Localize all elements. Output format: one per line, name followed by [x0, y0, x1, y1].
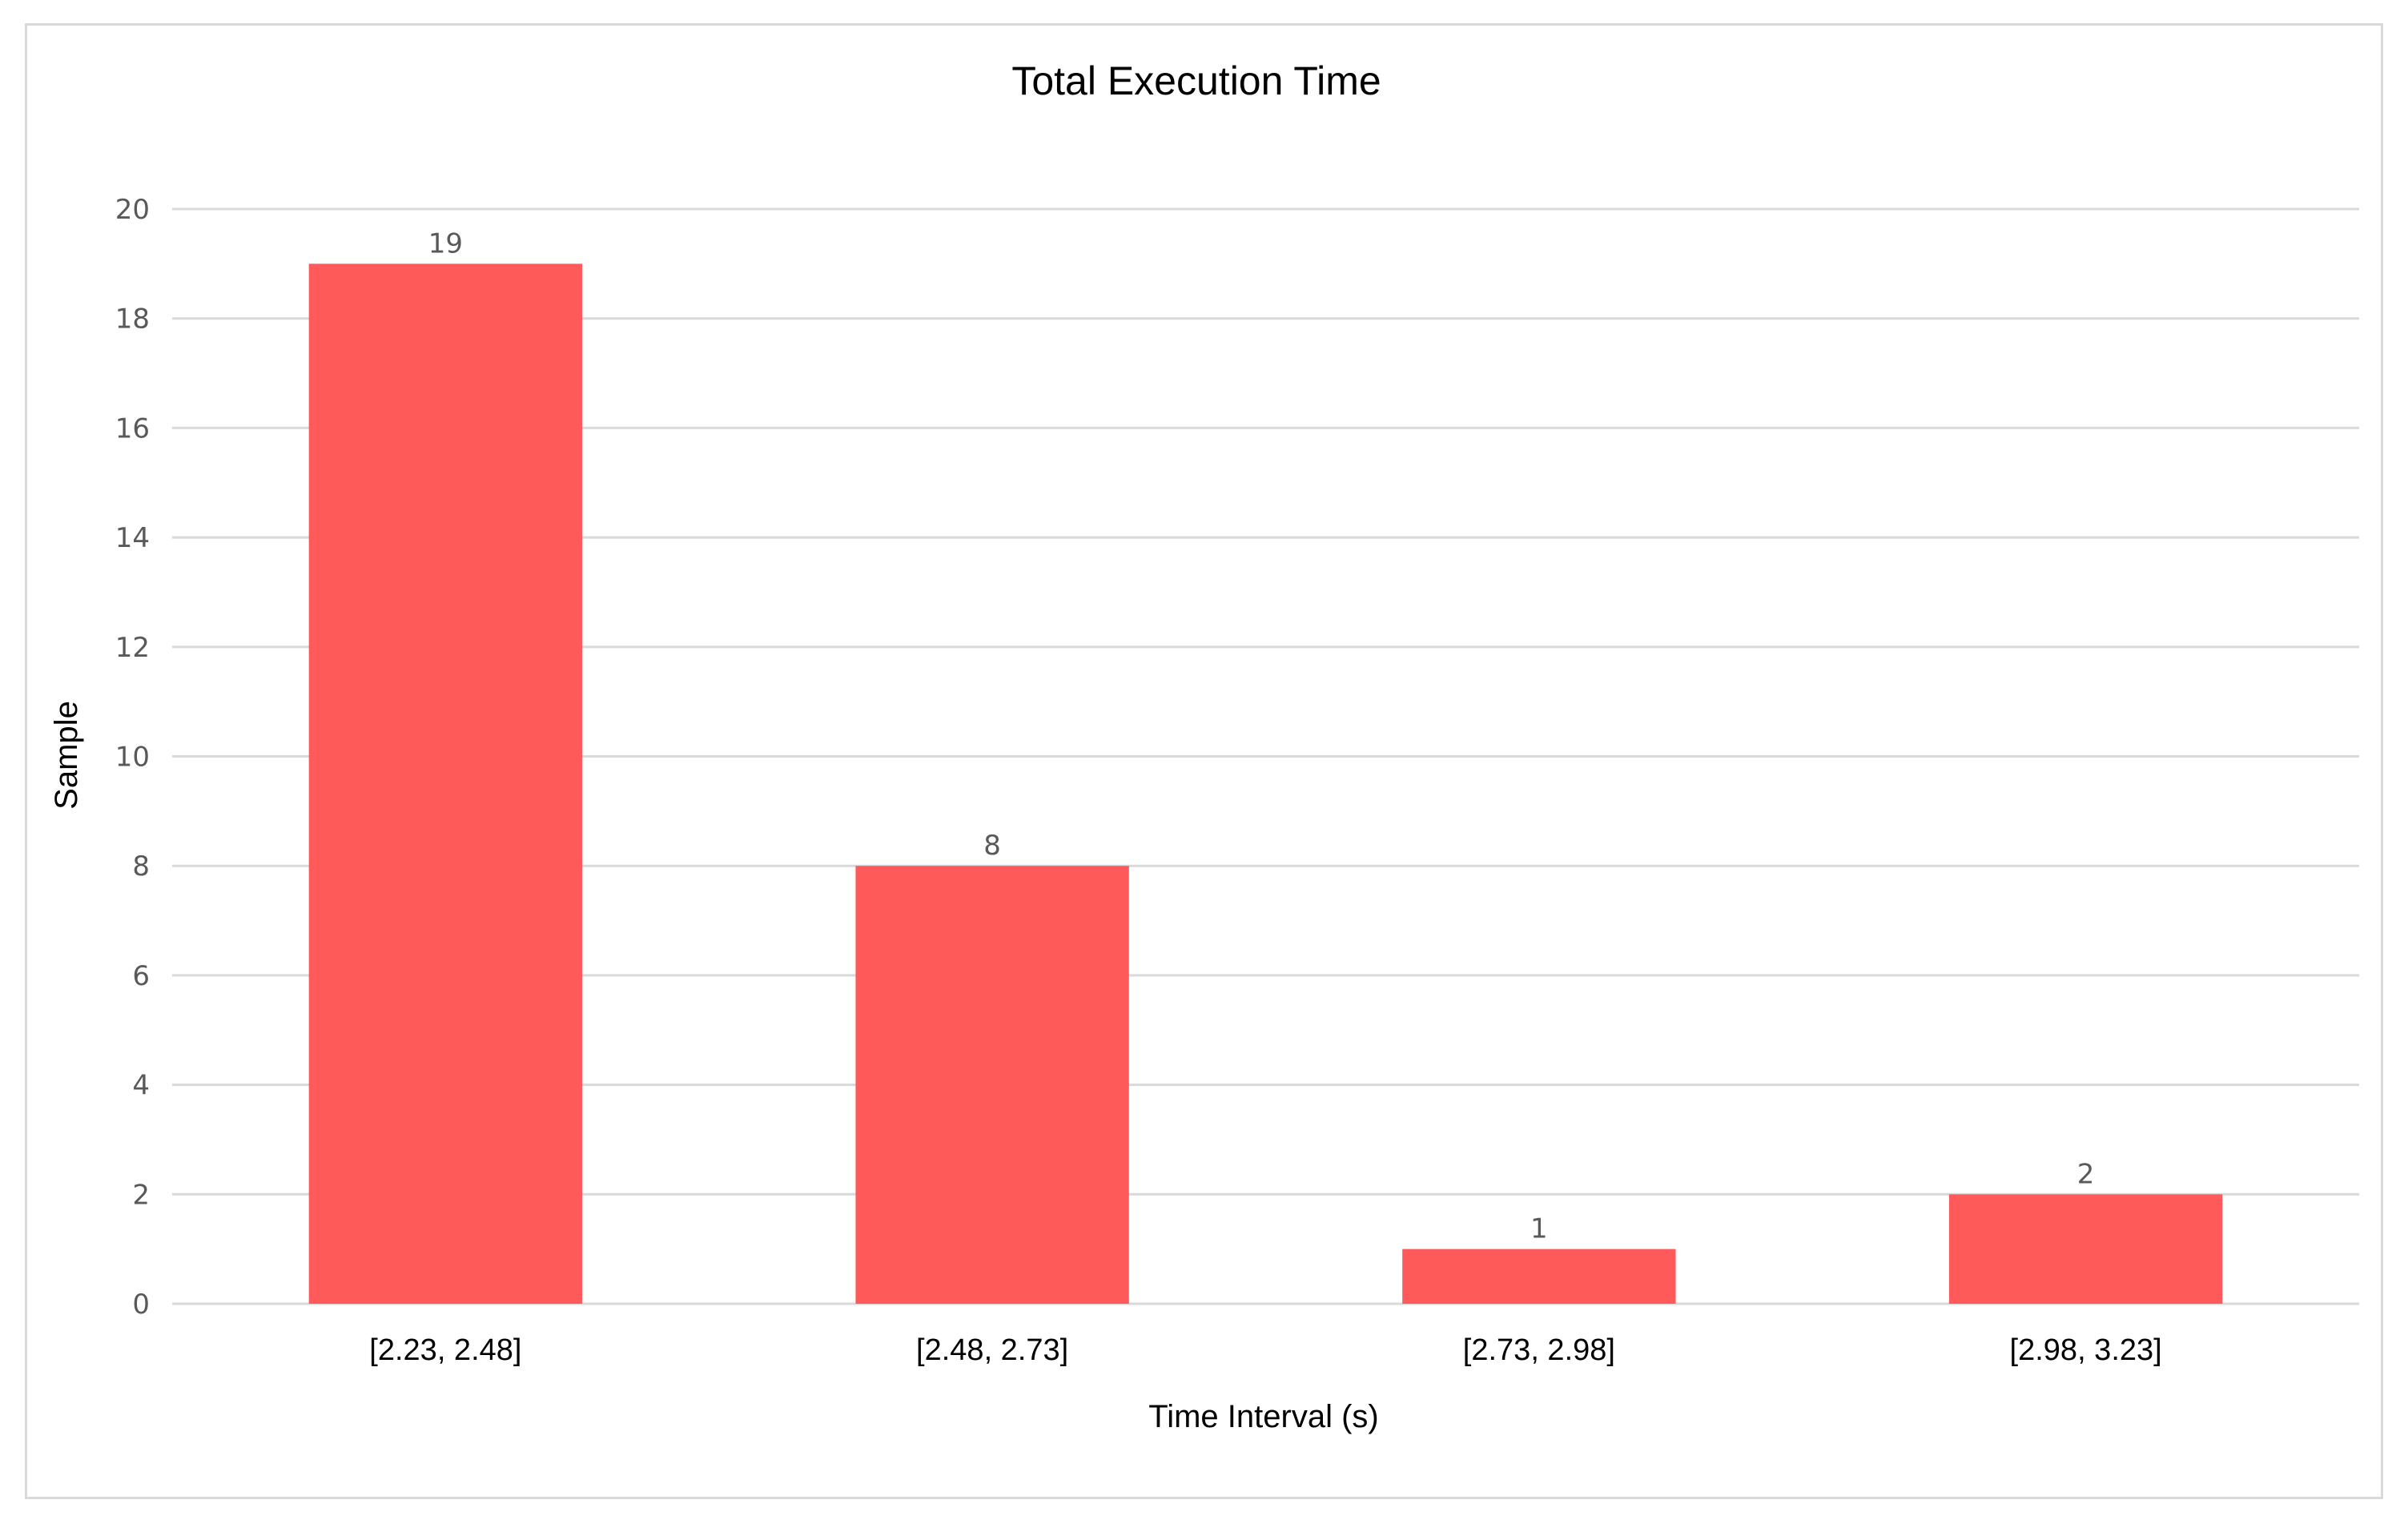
bar	[1402, 1249, 1676, 1304]
y-axis-title: Sample	[49, 701, 84, 810]
y-axis-ticks: 0 2 4 6 8 10 12 14 16 18 20	[115, 194, 150, 1321]
bars	[308, 263, 2223, 1305]
x-axis-ticks: [2.23, 2.48] [2.48, 2.73] [2.73, 2.98] [2.9…	[369, 1333, 2161, 1367]
data-label: 19	[428, 227, 463, 259]
y-tick-label: 10	[115, 742, 150, 774]
chart-title: Total Execution Time	[1011, 58, 1381, 103]
y-tick-label: 12	[115, 632, 150, 664]
y-tick-label: 20	[115, 194, 150, 226]
x-tick-label: [2.23, 2.48]	[369, 1333, 521, 1367]
y-tick-label: 6	[132, 960, 150, 992]
y-tick-label: 2	[132, 1179, 150, 1211]
bar	[1948, 1194, 2223, 1304]
x-axis-title: Time Interval (s)	[1148, 1399, 1378, 1434]
y-tick-label: 16	[115, 412, 150, 444]
y-tick-label: 0	[132, 1289, 150, 1321]
y-tick-label: 18	[115, 304, 150, 336]
y-tick-label: 14	[115, 522, 150, 554]
data-label: 1	[1530, 1213, 1548, 1245]
x-tick-label: [2.48, 2.73]	[916, 1333, 1068, 1367]
data-label: 8	[983, 830, 1001, 862]
data-labels: 19 8 1 2	[428, 227, 2095, 1245]
y-tick-label: 4	[132, 1070, 150, 1102]
bar	[855, 866, 1129, 1304]
x-tick-label: [2.73, 2.98]	[1463, 1333, 1615, 1367]
data-label: 2	[2077, 1158, 2095, 1190]
x-tick-label: [2.98, 3.23]	[2010, 1333, 2162, 1367]
y-tick-label: 8	[132, 850, 150, 883]
bar	[308, 263, 583, 1305]
